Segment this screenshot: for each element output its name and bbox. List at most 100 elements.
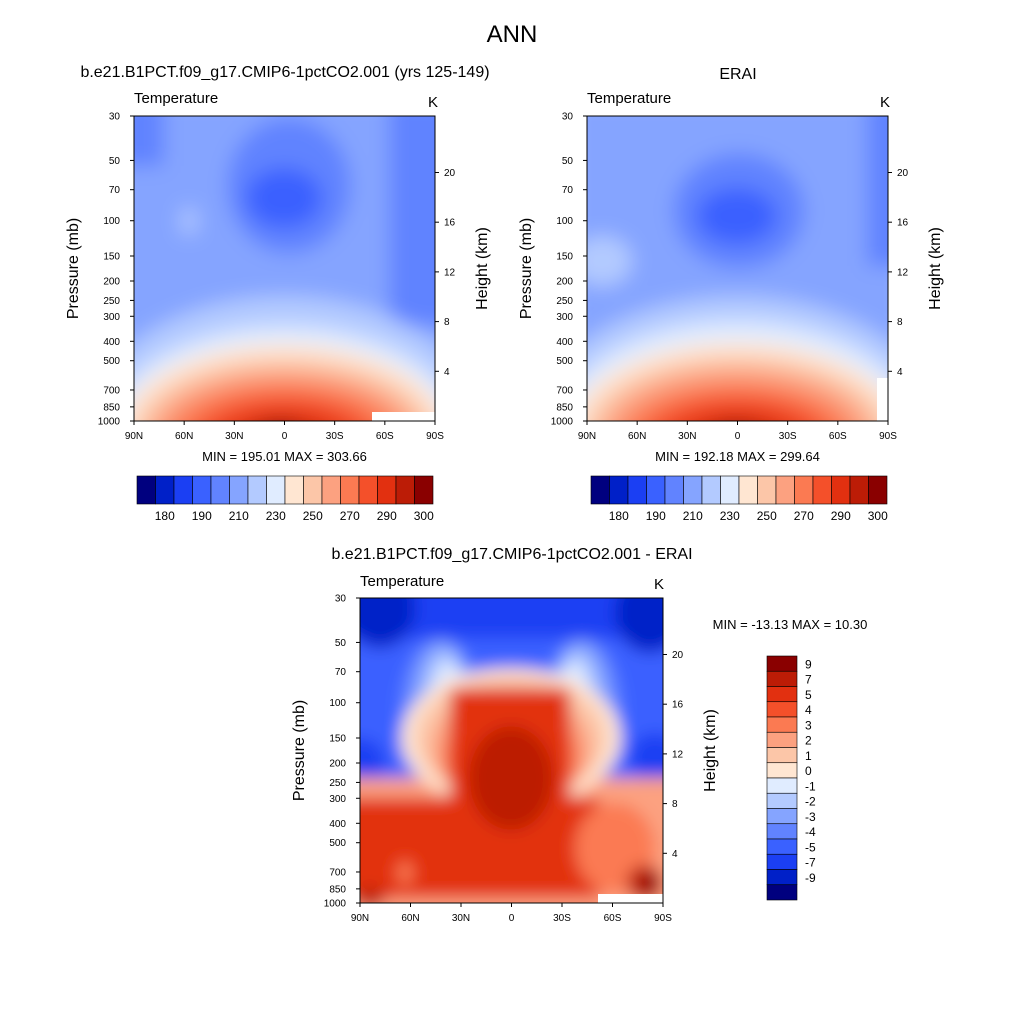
y-axis-label: Pressure (mb) [518,218,535,319]
colorbar-label: 3 [805,718,812,732]
colorbar-label: -4 [805,825,816,839]
y-tick-label: 1000 [551,417,574,428]
x-tick-label: 0 [282,431,288,442]
y-tick-label: 50 [335,638,347,649]
y2-tick-label: 16 [897,218,909,229]
colorbar-swatch [766,777,798,794]
y2-axis-label: Height (km) [702,709,719,792]
stats-label: MIN = 192.18 MAX = 299.64 [655,449,820,464]
colorbar-swatch [229,475,249,505]
panel-diff: b.e21.B1PCT.f09_g17.CMIP6-1pctCO2.001 - … [331,546,868,904]
panel-diff-title: b.e21.B1PCT.f09_g17.CMIP6-1pctCO2.001 - … [331,546,692,563]
y-tick-label: 300 [329,794,346,805]
colorbar-swatch [766,686,798,703]
panel-model-subtitle-left: Temperature [134,90,218,107]
colorbar-label: 210 [683,509,703,523]
colorbar-label: 9 [805,657,812,671]
y-tick-label: 50 [562,156,574,167]
y-tick-label: 100 [329,698,346,709]
colorbar-swatch [266,475,286,505]
x-tick-label: 60N [175,431,193,442]
y-axis-label: Pressure (mb) [65,218,82,319]
colorbar-swatch [340,475,360,505]
colorbar-label: 230 [720,509,740,523]
panel-diff-stats: MIN = -13.13 MAX = 10.30 [713,617,868,632]
panel-model-plot-area [134,116,435,421]
colorbar-label: 7 [805,673,812,687]
colorbar-swatch [155,475,175,505]
colorbar-swatch [766,792,798,809]
colorbar-label: 0 [805,764,812,778]
colorbar-label: 190 [646,509,666,523]
colorbar-label: 270 [794,509,814,523]
colorbar-swatch [868,475,888,505]
panel-erai-subtitle-right: K [880,94,890,111]
colorbars-layer: 180 190 210 230 250 270 290 300 180 190 210 230 250 2… [136,475,888,901]
panel-diff-subtitle-left: Temperature [360,573,444,590]
y-tick-label: 300 [556,312,573,323]
x-tick-label: 30S [326,431,344,442]
colorbar-label: 4 [805,703,812,717]
colorbar-label: -9 [805,871,816,885]
colorbar-label: 290 [377,509,397,523]
x-tick-label: 30N [452,913,470,924]
colorbar-swatch [192,475,212,505]
x-tick-label: 30N [225,431,243,442]
x-tick-label: 60N [628,431,646,442]
colorbar-swatch [247,475,267,505]
colorbar-label: 1 [805,749,812,763]
colorbar-swatch [358,475,378,505]
panel-diff-subtitle-right: K [654,576,664,593]
panel-erai-subtitle-left: Temperature [587,90,671,107]
panel-model-subtitle-right: K [428,94,438,111]
colorbar-swatch [849,475,869,505]
y2-tick-label: 16 [672,700,684,711]
y-tick-label: 70 [109,185,121,196]
y-tick-label: 850 [329,884,346,895]
y-tick-label: 30 [335,594,347,605]
y-tick-label: 850 [103,402,120,413]
colorbar-swatch [377,475,397,505]
panel-erai-axes: 90N 60N 30N 0 30S 60S 90S 30 50 70 100 150 200 250 300… [518,112,944,443]
stats-label: MIN = 195.01 MAX = 303.66 [202,449,367,464]
colorbar-label: 180 [155,509,175,523]
colorbar-swatch [757,475,777,505]
colorbar-label: 300 [414,509,434,523]
panel-model-title: b.e21.B1PCT.f09_g17.CMIP6-1pctCO2.001 (y… [80,64,489,81]
colorbar-swatch [766,884,798,901]
colorbar-swatch [683,475,703,505]
y2-tick-label: 20 [444,168,456,179]
y-tick-label: 850 [556,402,573,413]
colorbar-label: 210 [229,509,249,523]
y-tick-label: 400 [556,337,573,348]
axes-layer: 90N 60N 30N 0 30S 60S 90S305070100150200250300… [65,112,944,925]
y-tick-label: 200 [103,277,120,288]
panel-diff-plot-area [360,598,663,903]
colorbar-swatch [766,701,798,718]
panel-erai-plot-area [587,116,888,421]
y2-axis-label: Height (km) [927,227,944,310]
colorbar-label: 190 [192,509,212,523]
x-tick-label: 0 [509,913,515,924]
y2-tick-label: 8 [444,317,450,328]
colorbar-swatch [136,475,156,505]
panel-diff-axes: 90N 60N 30N 0 30S 60S 90S 30 50 70 100 150 200 250 300… [291,594,719,925]
y-tick-label: 200 [556,277,573,288]
y2-tick-label: 12 [444,267,456,278]
colorbar-label: 250 [757,509,777,523]
colorbar-swatch [646,475,666,505]
colorbar-swatch [812,475,832,505]
y2-tick-label: 4 [672,849,678,860]
colorbar-swatch [664,475,684,505]
colorbar-swatch [831,475,851,505]
y-tick-label: 30 [562,112,574,123]
colorbar-swatch [210,475,230,505]
y-tick-label: 250 [103,296,120,307]
y2-tick-label: 16 [444,218,456,229]
y-tick-label: 250 [329,778,346,789]
x-tick-label: 90N [578,431,596,442]
colorbar-label: 230 [266,509,286,523]
y-tick-label: 1000 [324,899,347,910]
colorbar-swatch [766,670,798,687]
colorbar-label: -2 [805,795,816,809]
